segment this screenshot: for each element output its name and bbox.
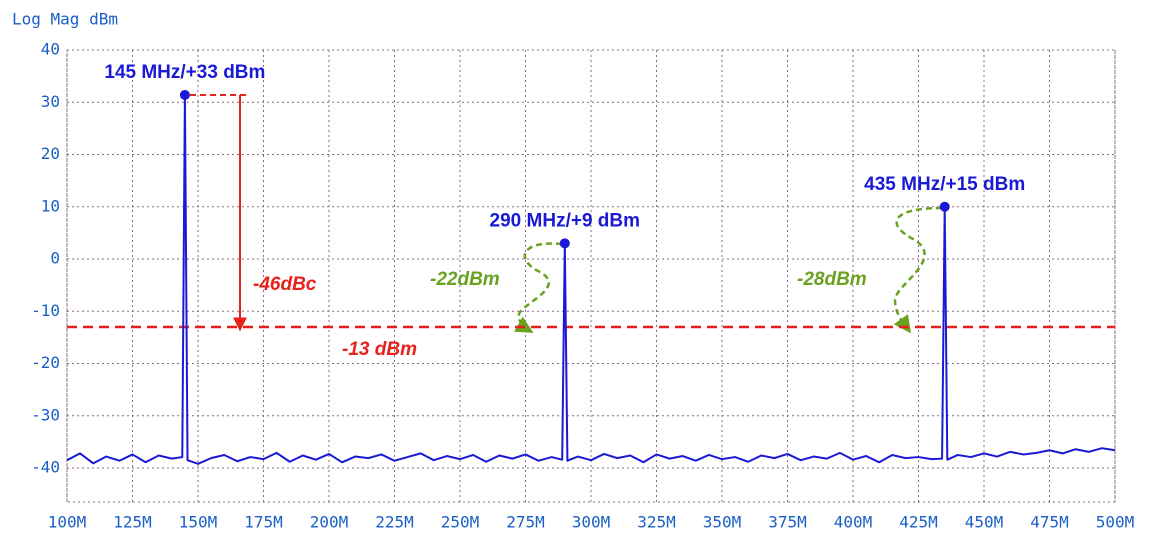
x-tick-label: 375M bbox=[768, 513, 807, 532]
delta-arrow bbox=[513, 242, 563, 334]
grid bbox=[66, 49, 1116, 502]
y-tick-label: 30 bbox=[41, 92, 60, 111]
threshold-label: -13 dBm bbox=[342, 339, 417, 360]
y-tick-label: 20 bbox=[41, 144, 60, 163]
x-tick-label: 450M bbox=[965, 513, 1004, 532]
trace bbox=[66, 93, 1116, 465]
marker bbox=[179, 89, 190, 100]
y-tick-label: 0 bbox=[50, 249, 60, 268]
marker-label: 145 MHz/+33 dBm bbox=[104, 62, 265, 83]
x-tick-label: 125M bbox=[113, 513, 152, 532]
y-tick-label: -30 bbox=[31, 405, 60, 424]
x-tick-label: 425M bbox=[899, 513, 938, 532]
marker-label: 290 MHz/+9 dBm bbox=[490, 210, 640, 231]
y-tick-label: -40 bbox=[31, 458, 60, 477]
x-tick-label: 500M bbox=[1096, 513, 1135, 532]
marker-label: 435 MHz/+15 dBm bbox=[864, 174, 1025, 195]
x-tick-label: 300M bbox=[572, 513, 611, 532]
x-tick-label: 225M bbox=[375, 513, 414, 532]
x-tick-label: 250M bbox=[441, 513, 480, 532]
x-tick-label: 175M bbox=[244, 513, 283, 532]
marker bbox=[559, 238, 570, 249]
annotation: -28dBm bbox=[797, 269, 867, 290]
x-tick-label: 325M bbox=[637, 513, 676, 532]
y-tick-label: -10 bbox=[31, 301, 60, 320]
y-tick-label: 40 bbox=[41, 40, 60, 59]
annotation: -22dBm bbox=[430, 269, 500, 290]
x-tick-label: 350M bbox=[703, 513, 742, 532]
x-tick-label: 150M bbox=[179, 513, 218, 532]
x-tick-label: 475M bbox=[1030, 513, 1069, 532]
y-tick-label: -20 bbox=[31, 353, 60, 372]
marker bbox=[939, 201, 950, 212]
annotation: -46dBc bbox=[253, 274, 317, 295]
x-tick-label: 275M bbox=[506, 513, 545, 532]
delta-arrow bbox=[893, 206, 943, 334]
chart-title: Log Mag dBm bbox=[12, 10, 118, 29]
y-tick-label: 10 bbox=[41, 196, 60, 215]
x-tick-label: 100M bbox=[48, 513, 87, 532]
x-tick-label: 200M bbox=[310, 513, 349, 532]
x-tick-label: 400M bbox=[834, 513, 873, 532]
